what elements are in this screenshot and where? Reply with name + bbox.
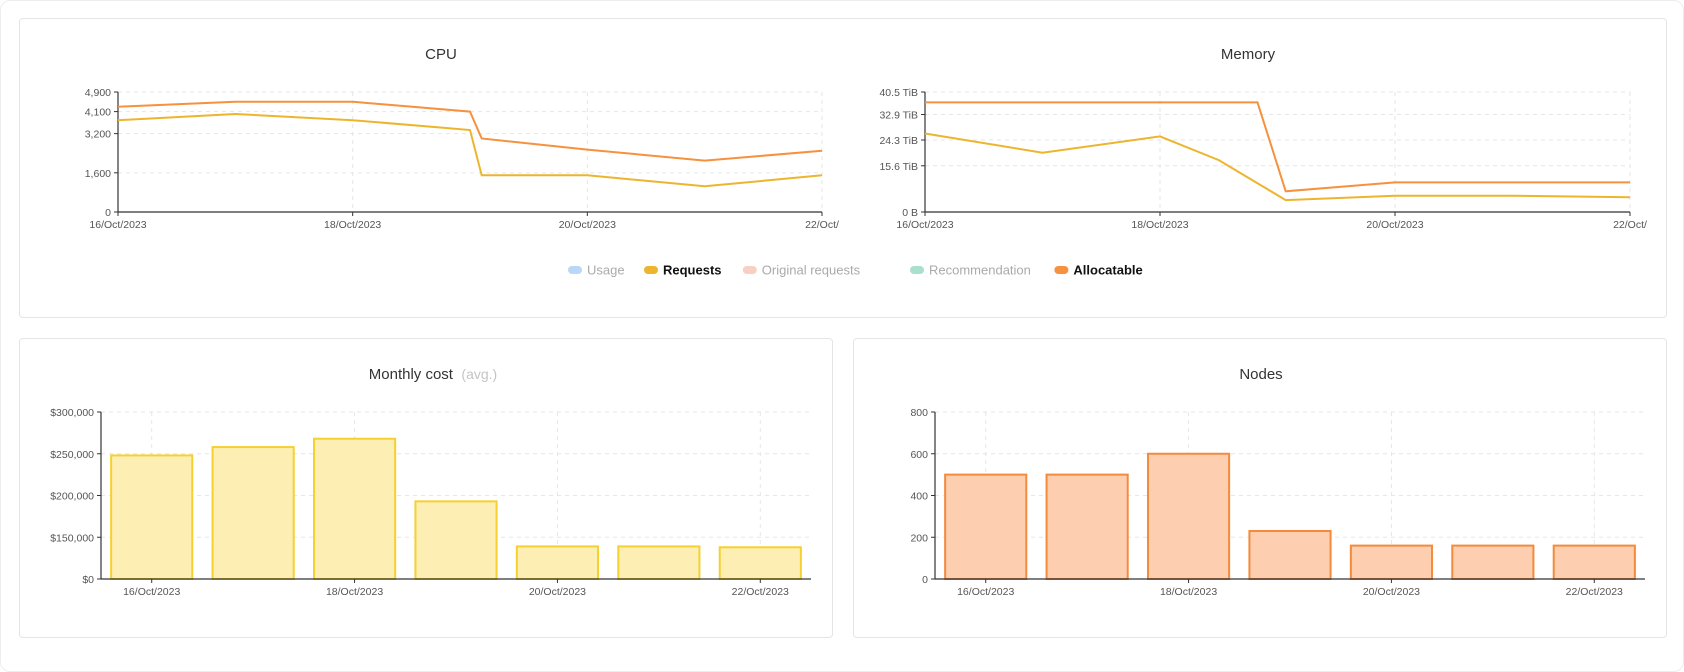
legend-swatch <box>1054 266 1069 274</box>
legend-label: Original requests <box>762 263 861 278</box>
bar <box>617 545 701 580</box>
y-tick-label: 600 <box>910 449 928 461</box>
y-tick-label: $250,000 <box>50 449 94 461</box>
y-tick-label: 4,900 <box>85 87 111 99</box>
cpu-chart: 0 1,600 3,200 4,100 4,900 16/Oct/2023 18/Oct/2… <box>85 87 839 231</box>
monthly-cost-chart-svg: Monthly cost (avg.) $0 $150,000 $200,000 $2… <box>50 366 811 598</box>
legend-item-original-requests[interactable]: Original requests <box>742 263 861 278</box>
legend-item-allocatable[interactable]: Allocatable <box>1054 263 1143 278</box>
y-tick-label: $150,000 <box>50 532 94 544</box>
y-tick-label: 4,100 <box>85 107 111 119</box>
legend-label: Allocatable <box>1073 263 1142 278</box>
x-tick-label: 20/Oct/2023 <box>529 586 586 598</box>
x-tick-label: 16/Oct/2023 <box>123 586 180 598</box>
bar <box>313 437 397 580</box>
bar <box>1045 473 1129 580</box>
monthly-cost-chart: $0 $150,000 $200,000 $250,000 $300,000 16/Oct… <box>50 407 811 598</box>
cpu-chart-title: CPU <box>425 46 457 63</box>
legend-item-usage[interactable]: Usage <box>568 263 625 278</box>
bar <box>414 500 498 580</box>
legend-item-requests[interactable]: Requests <box>644 263 722 278</box>
monthly-cost-chart-title: Monthly cost <box>369 366 454 383</box>
series-line-allocatable <box>117 100 823 162</box>
bar <box>1147 452 1231 580</box>
legend-label: Recommendation <box>929 263 1031 278</box>
legend-swatch <box>910 266 924 274</box>
bar <box>944 473 1028 580</box>
x-tick-label: 16/Oct/2023 <box>957 586 1014 598</box>
y-tick-label: 0 B <box>902 207 918 219</box>
bar <box>1552 544 1636 581</box>
legend-item-recommendation[interactable]: Recommendation <box>910 263 1031 278</box>
series-line-requests <box>117 112 823 188</box>
y-tick-label: $0 <box>82 574 94 586</box>
memory-chart: 0 B 15.6 TiB 24.3 TiB 32.9 TiB 40.5 TiB 16/Oc… <box>879 87 1647 231</box>
monthly-cost-card: Monthly cost (avg.) $0 $150,000 $200,000 $2… <box>19 338 833 638</box>
y-tick-label: 40.5 TiB <box>879 87 918 99</box>
legend-swatch <box>742 266 757 274</box>
monthly-cost-title-group: Monthly cost (avg.) <box>369 366 497 383</box>
resources-card: CPU Memory 0 1,600 3,200 4,100 4,900 16/Oct/2… <box>19 18 1667 318</box>
bar <box>718 546 802 581</box>
legend-label: Requests <box>663 263 722 278</box>
bar <box>1451 544 1535 581</box>
series-line-requests <box>924 132 1631 202</box>
y-tick-label: 800 <box>910 407 928 419</box>
legend-label: Usage <box>587 263 625 278</box>
x-tick-label: 18/Oct/2023 <box>1160 586 1217 598</box>
y-tick-label: 32.9 TiB <box>879 110 918 122</box>
x-tick-label: 20/Oct/2023 <box>1363 586 1420 598</box>
resources-charts: CPU Memory 0 1,600 3,200 4,100 4,900 16/Oct/2… <box>85 46 1647 278</box>
y-tick-label: 24.3 TiB <box>879 135 918 147</box>
legend-swatch <box>644 266 658 274</box>
y-tick-label: $200,000 <box>50 491 94 503</box>
bar <box>1248 529 1332 581</box>
x-tick-label: 22/Oct/2023 <box>1566 586 1623 598</box>
x-tick-label: 20/Oct/2023 <box>559 219 616 231</box>
y-tick-label: 0 <box>105 207 111 219</box>
series-line-allocatable <box>925 101 1630 193</box>
y-tick-label: 400 <box>910 491 928 503</box>
nodes-chart-svg: Nodes 0 200 400 600 800 16/Oct/2023 18/Oct/202… <box>910 366 1645 598</box>
memory-chart-title: Memory <box>1221 46 1276 63</box>
bar <box>515 545 600 580</box>
x-tick-label: 20/Oct/2023 <box>1366 219 1423 231</box>
legend-swatch <box>568 266 582 274</box>
chart-legend: Usage Requests Original requests Recommenda… <box>568 263 1143 278</box>
y-tick-label: $300,000 <box>50 407 94 419</box>
bar <box>211 446 295 580</box>
monthly-cost-chart-subtitle: (avg.) <box>461 366 497 382</box>
x-tick-label: 16/Oct/2023 <box>89 219 146 231</box>
nodes-card: Nodes 0 200 400 600 800 16/Oct/2023 18/Oct/202… <box>853 338 1667 638</box>
y-tick-label: 1,600 <box>85 168 111 180</box>
x-tick-label: 22/Oct/ <box>805 219 839 231</box>
y-tick-label: 0 <box>922 574 928 586</box>
x-tick-label: 22/Oct/2023 <box>732 586 789 598</box>
x-tick-label: 16/Oct/2023 <box>896 219 953 231</box>
y-tick-label: 3,200 <box>85 129 111 141</box>
x-tick-label: 18/Oct/2023 <box>1131 219 1188 231</box>
x-tick-label: 18/Oct/2023 <box>326 586 383 598</box>
bar <box>1349 544 1434 581</box>
nodes-chart-title: Nodes <box>1239 366 1282 383</box>
bar <box>110 454 194 580</box>
x-tick-label: 22/Oct/ <box>1613 219 1647 231</box>
x-tick-label: 18/Oct/2023 <box>324 219 381 231</box>
y-tick-label: 15.6 TiB <box>879 161 918 173</box>
y-tick-label: 200 <box>910 532 928 544</box>
nodes-chart: 0 200 400 600 800 16/Oct/2023 18/Oct/2023 20/Oc… <box>910 407 1645 598</box>
